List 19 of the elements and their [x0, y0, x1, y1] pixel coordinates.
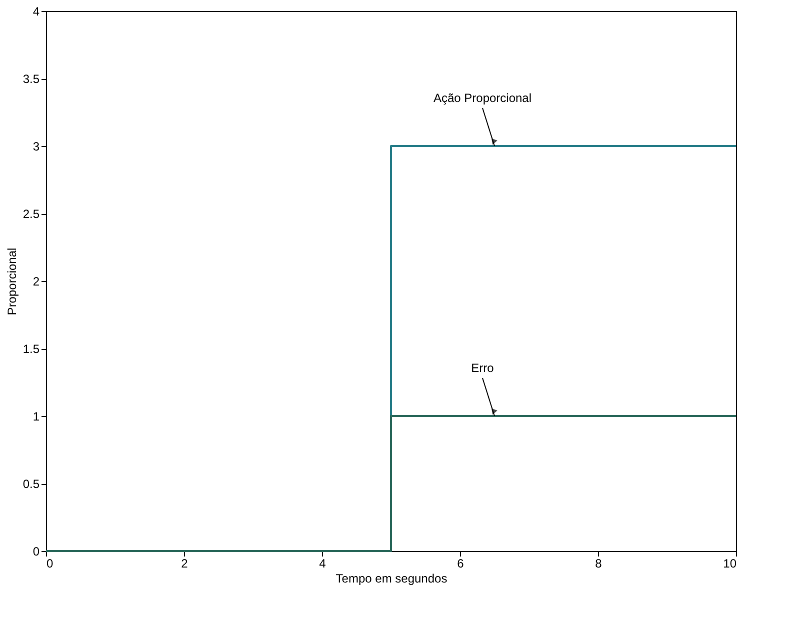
x-tick-label: 4: [319, 556, 326, 570]
x-tick-label: 8: [595, 556, 602, 570]
y-tick-label: 0.5: [22, 477, 40, 491]
x-tick-label: 6: [457, 556, 464, 570]
y-tick-label: 3.5: [22, 72, 40, 86]
y-tick-label: 4: [32, 4, 40, 18]
y-tick-label: 1: [32, 410, 40, 424]
y-axis-title: Proporcional: [4, 248, 19, 316]
y-tick-label: 3: [32, 140, 40, 154]
text: Erro: [471, 361, 494, 375]
text: Ação Proporcional: [433, 91, 532, 105]
y-tick-label: 1.5: [22, 342, 40, 356]
y-tick-label: 0: [32, 544, 40, 558]
x-tick-label: 2: [181, 556, 188, 570]
x-axis-title: Tempo em segundos: [336, 572, 448, 586]
y-tick-label: 2.5: [22, 207, 40, 221]
x-tick-label: 0: [46, 556, 54, 570]
y-tick-label: 2: [32, 274, 40, 288]
x-tick-label: 10: [723, 556, 737, 570]
